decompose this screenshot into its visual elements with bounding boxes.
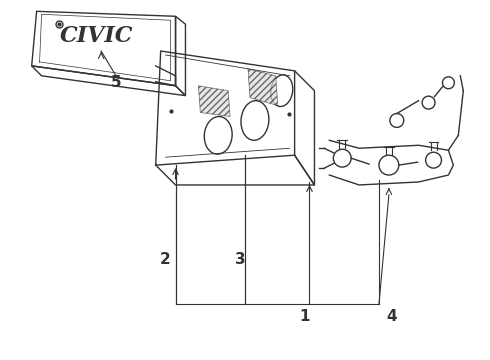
Text: CIVIC: CIVIC — [59, 25, 133, 47]
Text: 4: 4 — [387, 310, 397, 324]
Text: 5: 5 — [111, 75, 122, 90]
Text: 1: 1 — [299, 310, 310, 324]
Text: 2: 2 — [160, 252, 171, 267]
Polygon shape — [248, 69, 278, 105]
Polygon shape — [198, 86, 230, 117]
Text: 3: 3 — [235, 252, 245, 267]
